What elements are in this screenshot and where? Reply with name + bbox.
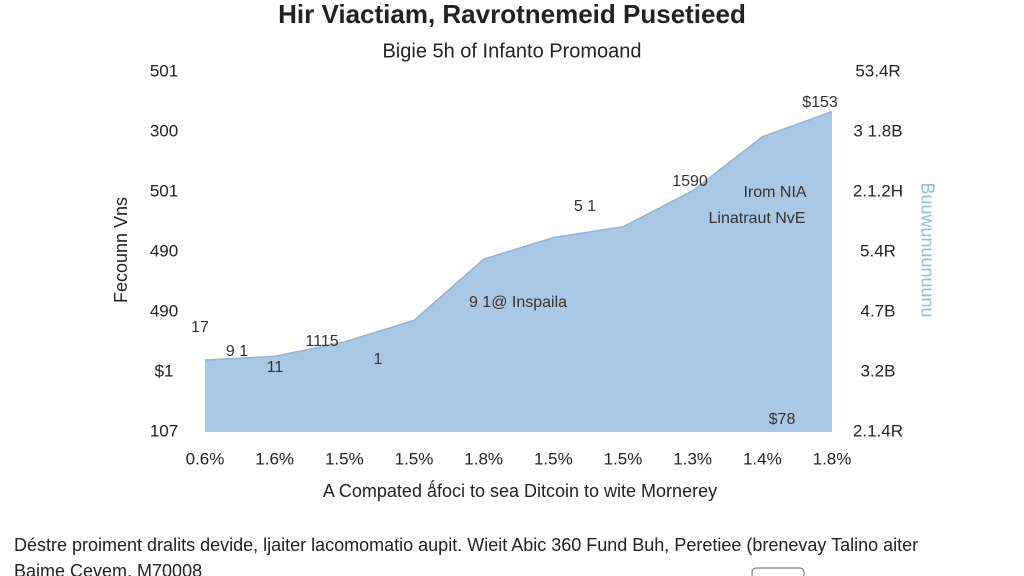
y2-tick-label: 4.7B: [861, 301, 896, 320]
y2-tick-label: 53.4R: [855, 61, 900, 80]
x-tick-label: 1.5%: [325, 449, 364, 468]
annotation: 1590: [672, 173, 708, 190]
annotation: Irom NIA: [743, 184, 806, 201]
y-tick-label: 490: [150, 301, 178, 320]
y2-tick-label: 2.1.2H: [853, 181, 903, 200]
footer-text: Déstre proiment dralits devide, ljaiter …: [14, 535, 918, 555]
y-tick-label: 501: [150, 61, 178, 80]
y2-tick-label: 3.2B: [861, 361, 896, 380]
y2-tick-label: 3 1.8B: [853, 121, 902, 140]
x-tick-label: 1.8%: [464, 449, 503, 468]
annotation: 9 1: [226, 343, 248, 360]
footer-text: Baime Cevem, M70008: [14, 561, 202, 576]
chart-subtitle: Bigie 5h of Infanto Promoand: [382, 40, 641, 62]
x-axis-label: A Compated ǻfoci to sea Ditcoin to wite …: [323, 480, 717, 501]
x-tick-label: 0.6%: [186, 449, 225, 468]
x-tick-label: 1.6%: [255, 449, 294, 468]
y-axis-label: Fecounn Vns: [111, 197, 131, 303]
y-tick-label: 300: [150, 121, 178, 140]
area: [205, 111, 832, 432]
y2-tick-label: 5.4R: [860, 241, 896, 260]
y2-axis-label: Buuwunuunuunu: [917, 182, 937, 317]
annotation: $153: [802, 94, 838, 111]
y-tick-label: $1: [155, 361, 174, 380]
chart-title: Hir Viactiam, Ravrotnemeid Pusetieed: [278, 0, 746, 29]
y2-tick-label: 2.1.4R: [853, 421, 903, 440]
annotation: 9 1@ Inspaila: [469, 294, 567, 311]
y-tick-label: 501: [150, 181, 178, 200]
x-tick-label: 1.4%: [743, 449, 782, 468]
x-tick-label: 1.8%: [813, 449, 852, 468]
x-tick-label: 1.5%: [534, 449, 573, 468]
footer-box: [751, 567, 805, 576]
y-tick-label: 107: [150, 421, 178, 440]
y-tick-label: 490: [150, 241, 178, 260]
area-line: [204, 110, 833, 361]
annotation: 5 1: [574, 198, 596, 215]
annotation: 1: [374, 351, 383, 368]
annotation: 11: [267, 359, 284, 376]
annotation: 1115: [305, 333, 338, 350]
x-tick-label: 1.3%: [673, 449, 712, 468]
x-tick-label: 1.5%: [395, 449, 434, 468]
annotation: 17: [191, 319, 209, 336]
annotation: Linatraut NvE: [709, 210, 806, 227]
x-tick-label: 1.5%: [604, 449, 643, 468]
annotation: $78: [769, 411, 796, 428]
